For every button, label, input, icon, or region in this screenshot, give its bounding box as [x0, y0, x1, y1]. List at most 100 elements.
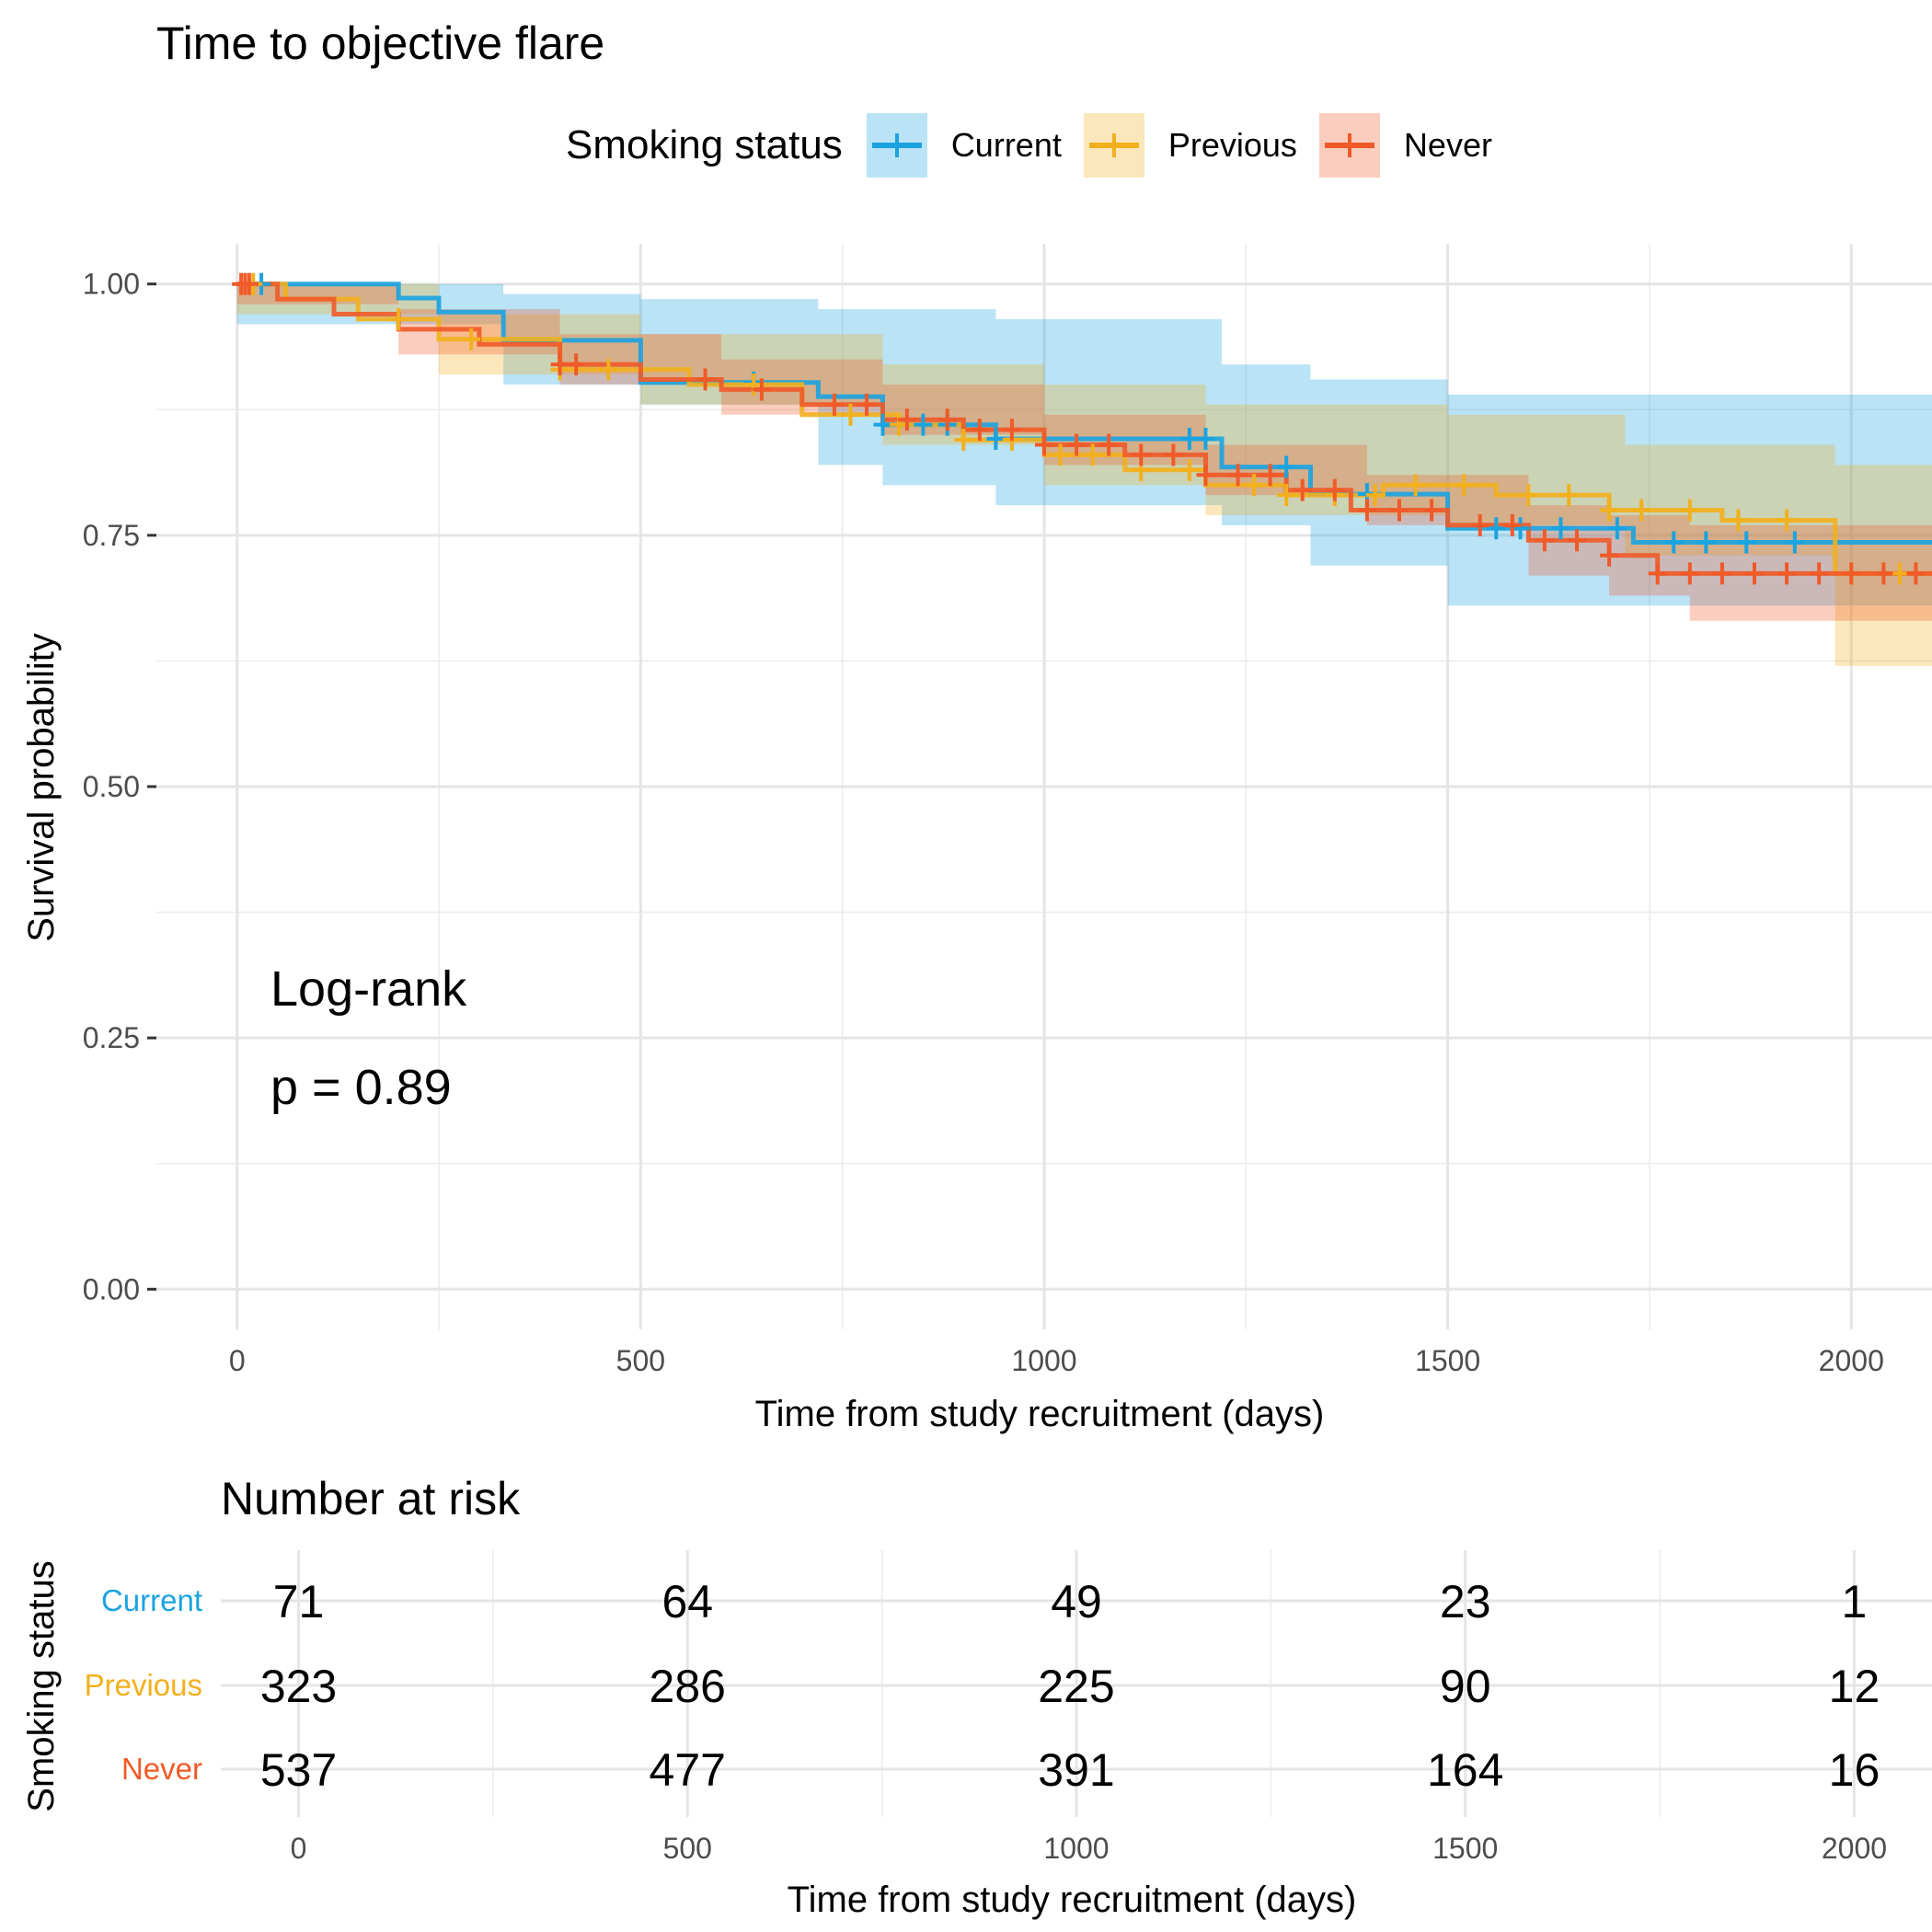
risk-count-previous: 90 — [1440, 1661, 1491, 1712]
censor-mark-previous — [744, 373, 764, 396]
risk-count-never: 16 — [1829, 1744, 1880, 1796]
censor-mark-never — [752, 378, 771, 401]
censor-mark-never — [970, 419, 989, 442]
risk-x-tick-label: 2000 — [1822, 1832, 1887, 1865]
censor-mark-current — [1551, 517, 1570, 540]
censor-mark-previous — [1680, 499, 1699, 522]
annotation-p-value: p = 0.89 — [270, 1060, 452, 1115]
y-tick-label: 0.75 — [83, 519, 140, 552]
censor-mark-current — [1179, 427, 1199, 450]
y-tick-label: 0.00 — [83, 1272, 140, 1305]
legend-label-current: Current — [950, 126, 1062, 164]
censor-mark-previous — [462, 328, 481, 351]
censor-mark-previous — [1729, 509, 1748, 532]
risk-count-current: 1 — [1842, 1576, 1868, 1627]
censor-mark-previous — [599, 358, 618, 381]
censor-mark-never — [1035, 433, 1053, 456]
risk-x-tick-label: 1500 — [1432, 1832, 1498, 1865]
censor-mark-never — [567, 353, 586, 376]
legend-key-never — [1318, 113, 1380, 178]
censor-mark-never — [1648, 562, 1667, 585]
censor-mark-never — [1502, 513, 1522, 536]
censor-mark-previous — [1559, 484, 1579, 507]
censor-mark-previous — [954, 429, 973, 452]
censor-mark-previous — [1777, 509, 1797, 532]
censor-mark-previous — [1051, 443, 1070, 466]
censor-mark-never — [1422, 499, 1442, 522]
legend-title: Smoking status — [566, 122, 843, 167]
censor-mark-never — [1600, 544, 1619, 567]
censor-mark-never — [1260, 464, 1280, 487]
legend-item-never: Never — [1318, 113, 1492, 178]
risk-table-title: Number at risk — [221, 1473, 521, 1524]
censor-mark-current — [1196, 427, 1215, 450]
x-tick-label: 500 — [616, 1344, 665, 1377]
censor-mark-never — [1842, 562, 1861, 585]
risk-count-previous: 12 — [1829, 1661, 1880, 1712]
censor-mark-current — [1607, 517, 1627, 540]
risk-row-label: Previous — [85, 1668, 202, 1702]
legend-label-previous: Previous — [1167, 126, 1297, 164]
risk-table-x-label: Time from study recruitment (days) — [788, 1880, 1357, 1920]
risk-table-y-label: Smoking status — [21, 1560, 62, 1811]
x-tick-label: 1500 — [1415, 1344, 1480, 1377]
censor-mark-never — [1745, 562, 1764, 585]
censor-mark-current — [1785, 531, 1804, 554]
censor-mark-never — [937, 408, 957, 431]
risk-count-never: 391 — [1038, 1744, 1114, 1796]
censor-mark-never — [857, 393, 876, 416]
chart-title: Time to objective flare — [156, 17, 605, 69]
censor-mark-never — [1325, 478, 1344, 501]
censor-mark-never — [1906, 562, 1926, 585]
censor-mark-current — [1664, 531, 1684, 554]
risk-x-tick-label: 1000 — [1043, 1832, 1109, 1865]
censor-mark-previous — [1519, 484, 1538, 507]
censor-mark-never — [1680, 562, 1699, 585]
censor-mark-never — [1293, 478, 1312, 501]
censor-mark-never — [1390, 499, 1409, 522]
censor-mark-previous — [1406, 474, 1425, 497]
y-axis-label: Survival probability — [21, 633, 62, 942]
risk-count-previous: 286 — [650, 1661, 726, 1712]
censor-mark-never — [824, 393, 844, 416]
censor-mark-current — [1511, 517, 1530, 540]
censor-mark-previous — [1179, 458, 1199, 481]
risk-count-previous: 225 — [1038, 1661, 1114, 1712]
censor-mark-never — [696, 368, 715, 391]
risk-count-current: 23 — [1440, 1576, 1491, 1627]
risk-x-tick-label: 0 — [291, 1832, 307, 1865]
censor-mark-never — [550, 353, 569, 376]
censor-mark-current — [1487, 517, 1506, 540]
censor-mark-never — [1810, 562, 1829, 585]
risk-count-current: 71 — [273, 1576, 325, 1627]
censor-mark-previous — [1277, 484, 1296, 507]
legend: Smoking status Current Previous Ne — [566, 109, 1492, 182]
risk-count-never: 537 — [260, 1744, 337, 1796]
x-axis-label: Time from study recruitment (days) — [755, 1394, 1325, 1434]
risk-row-label: Never — [121, 1752, 202, 1786]
censor-mark-never — [1067, 433, 1087, 456]
risk-row-label: Current — [101, 1583, 202, 1617]
censor-mark-never — [1712, 562, 1731, 585]
annotation-test-name: Log-rank — [270, 961, 467, 1017]
risk-count-never: 477 — [650, 1744, 726, 1796]
censor-mark-never — [1874, 562, 1893, 585]
legend-item-current: Current — [866, 113, 1062, 178]
censor-mark-current — [1696, 531, 1716, 554]
censor-mark-never — [1568, 529, 1586, 552]
censor-mark-current — [1737, 531, 1756, 554]
legend-key-previous — [1083, 113, 1144, 178]
censor-mark-never — [897, 408, 916, 431]
risk-count-never: 164 — [1427, 1744, 1503, 1796]
censor-mark-never — [1099, 433, 1119, 456]
censor-mark-previous — [389, 307, 408, 330]
censor-mark-previous — [1365, 484, 1385, 507]
censor-mark-previous — [890, 413, 909, 436]
censor-mark-never — [1357, 499, 1376, 522]
legend-item-previous: Previous — [1083, 113, 1297, 178]
censor-mark-previous — [1455, 474, 1474, 497]
x-tick-label: 2000 — [1819, 1344, 1884, 1377]
censor-mark-never — [1132, 443, 1151, 466]
